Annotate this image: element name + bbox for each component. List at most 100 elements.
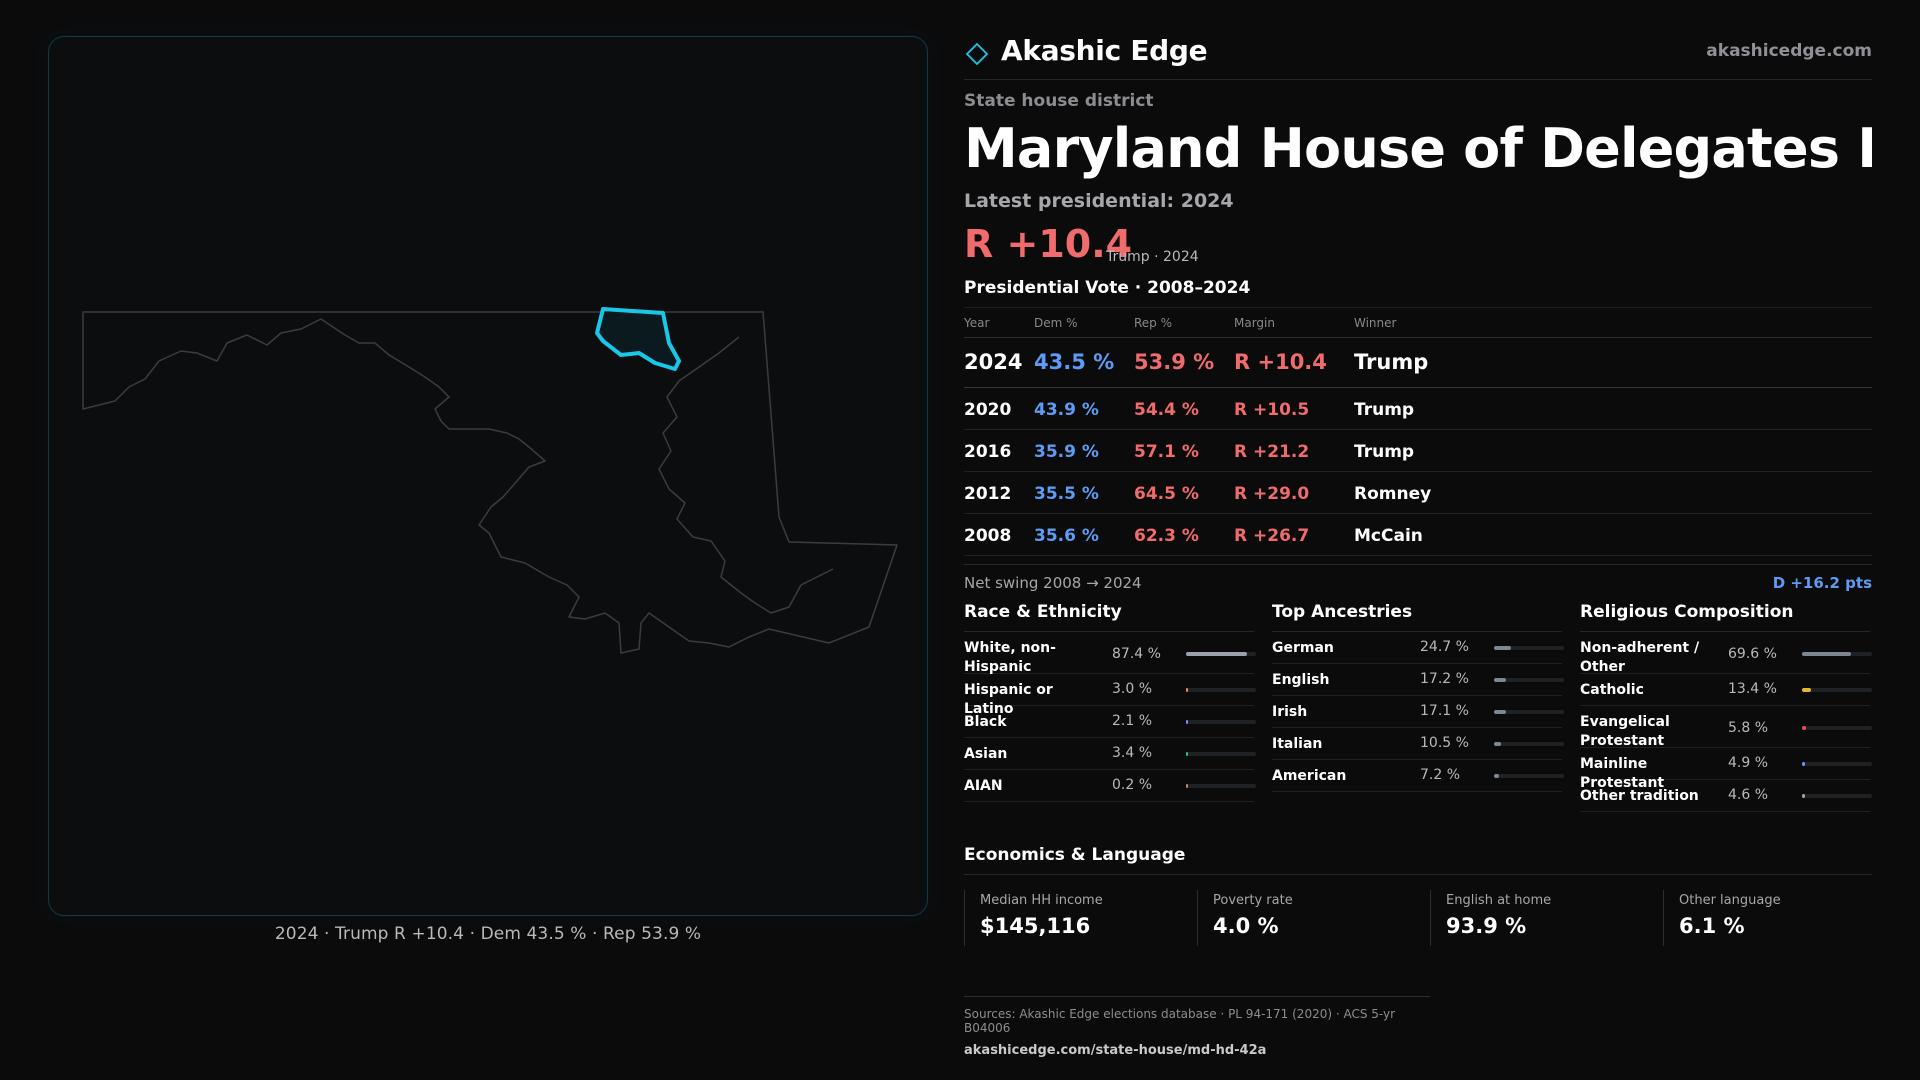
table-row: 2012 35.5 % 64.5 % R +29.0 Romney (964, 472, 1872, 514)
share-bar-fill (1494, 774, 1500, 778)
row-label: White, non-Hispanic (964, 640, 1056, 675)
row-label: Catholic (1580, 682, 1644, 698)
econ-value: 6.1 % (1679, 914, 1745, 938)
net-swing-label: Net swing 2008 → 2024 (964, 574, 1142, 592)
list-item: German 24.7 % (1272, 632, 1564, 664)
econ-poverty-rate: Poverty rate 4.0 % (1197, 890, 1417, 946)
district-map[interactable] (49, 37, 928, 916)
cell-rep: 62.3 % (1134, 526, 1199, 546)
race-ethnicity-section: Race & Ethnicity White, non-Hispanic 87.4… (964, 602, 1256, 802)
list-item: American 7.2 % (1272, 760, 1564, 792)
presidential-vote-title: Presidential Vote · 2008–2024 (964, 278, 1251, 298)
header-margin: Margin (1234, 316, 1275, 330)
cell-dem: 35.5 % (1034, 484, 1099, 504)
net-swing: Net swing 2008 → 2024 D +16.2 pts (964, 564, 1872, 592)
row-label: AIAN (964, 778, 1003, 794)
cell-dem: 35.9 % (1034, 442, 1099, 462)
econ-median-income: Median HH income $145,116 (964, 890, 1184, 946)
cell-year: 2016 (964, 442, 1012, 462)
header-winner: Winner (1354, 316, 1397, 330)
cell-rep: 54.4 % (1134, 400, 1199, 420)
header-dem: Dem % (1034, 316, 1078, 330)
row-label: Hispanic or Latino (964, 682, 1053, 717)
row-percent: 2.1 % (1112, 713, 1153, 729)
cell-rep: 57.1 % (1134, 442, 1199, 462)
share-bar-fill (1186, 652, 1248, 656)
list-item: Non-adherent / Other 69.6 % (1580, 632, 1872, 675)
share-bar-track (1494, 742, 1564, 746)
economics-title: Economics & Language (964, 845, 1872, 875)
list-item: Mainline Protestant 4.9 % (1580, 748, 1872, 791)
diamond-logo-icon (966, 43, 988, 65)
cell-year: 2012 (964, 484, 1012, 504)
econ-label: Median HH income (980, 893, 1103, 908)
share-bar-fill (1186, 688, 1189, 692)
latest-margin: R +10.4 (964, 222, 1133, 266)
list-item: Black 2.1 % (964, 706, 1256, 738)
district-type: State house district (964, 91, 1154, 111)
cell-margin: R +10.4 (1234, 350, 1327, 374)
share-bar-track (1494, 678, 1564, 682)
net-swing-value: D +16.2 pts (1772, 574, 1872, 592)
presidential-vote-table: Year Dem % Rep % Margin Winner 2024 43.5… (964, 307, 1872, 556)
list-item: White, non-Hispanic 87.4 % (964, 632, 1256, 675)
district-42a-outline[interactable] (595, 307, 681, 371)
cell-dem: 35.6 % (1034, 526, 1099, 546)
share-bar-track (1186, 688, 1256, 692)
share-bar-fill (1494, 678, 1507, 682)
row-percent: 69.6 % (1728, 646, 1777, 662)
cell-winner: Trump (1354, 400, 1415, 420)
share-bar-fill (1494, 742, 1502, 746)
cell-rep: 53.9 % (1134, 350, 1215, 374)
econ-label: Other language (1679, 893, 1781, 908)
list-item: Other tradition 4.6 % (1580, 780, 1872, 812)
table-header: Year Dem % Rep % Margin Winner (964, 308, 1872, 338)
map-caption: 2024 · Trump R +10.4 · Dem 43.5 % · Rep … (274, 924, 702, 944)
row-label: Non-adherent / Other (1580, 640, 1700, 675)
permalink[interactable]: akashicedge.com/state-house/md-hd-42a (964, 1043, 1267, 1058)
row-percent: 24.7 % (1420, 639, 1469, 655)
section-title: Religious Composition (1580, 602, 1870, 632)
chesapeake-shoreline (658, 336, 834, 614)
cell-winner: Trump (1354, 350, 1429, 374)
cell-margin: R +21.2 (1234, 442, 1310, 462)
share-bar-fill (1494, 710, 1506, 714)
row-label: Irish (1272, 704, 1308, 720)
cell-year: 2008 (964, 526, 1012, 546)
brand-url-link[interactable]: akashicedge.com (1706, 41, 1872, 61)
econ-english-at-home: English at home 93.9 % (1430, 890, 1650, 946)
cell-rep: 64.5 % (1134, 484, 1199, 504)
share-bar-track (1802, 688, 1872, 692)
row-percent: 17.1 % (1420, 703, 1469, 719)
row-percent: 87.4 % (1112, 646, 1161, 662)
share-bar-fill (1802, 762, 1806, 766)
section-title: Top Ancestries (1272, 602, 1562, 632)
table-row: 2016 35.9 % 57.1 % R +21.2 Trump (964, 430, 1872, 472)
share-bar-track (1494, 646, 1564, 650)
row-label: Asian (964, 746, 1008, 762)
share-bar-track (1494, 710, 1564, 714)
econ-value: 93.9 % (1446, 914, 1527, 938)
econ-label: Poverty rate (1213, 893, 1293, 908)
list-item: Irish 17.1 % (1272, 696, 1564, 728)
row-label: Evangelical Protestant (1580, 714, 1670, 749)
map-panel[interactable] (48, 36, 928, 916)
cell-winner: Trump (1354, 442, 1415, 462)
row-percent: 10.5 % (1420, 735, 1469, 751)
row-label: Other tradition (1580, 788, 1699, 804)
table-row: 2024 43.5 % 53.9 % R +10.4 Trump (964, 338, 1872, 388)
religious-composition-section: Religious Composition Non-adherent / Oth… (1580, 602, 1872, 812)
cell-year: 2020 (964, 400, 1012, 420)
list-item: Catholic 13.4 % (1580, 674, 1872, 706)
list-item: English 17.2 % (1272, 664, 1564, 696)
table-row: 2008 35.6 % 62.3 % R +26.7 McCain (964, 514, 1872, 556)
econ-value: 4.0 % (1213, 914, 1279, 938)
cell-margin: R +26.7 (1234, 526, 1310, 546)
list-item: Asian 3.4 % (964, 738, 1256, 770)
row-label: German (1272, 640, 1334, 656)
share-bar-fill (1802, 688, 1812, 692)
cell-winner: Romney (1354, 484, 1432, 504)
cell-margin: R +10.5 (1234, 400, 1310, 420)
cell-year: 2024 (964, 350, 1023, 374)
share-bar-track (1186, 652, 1256, 656)
